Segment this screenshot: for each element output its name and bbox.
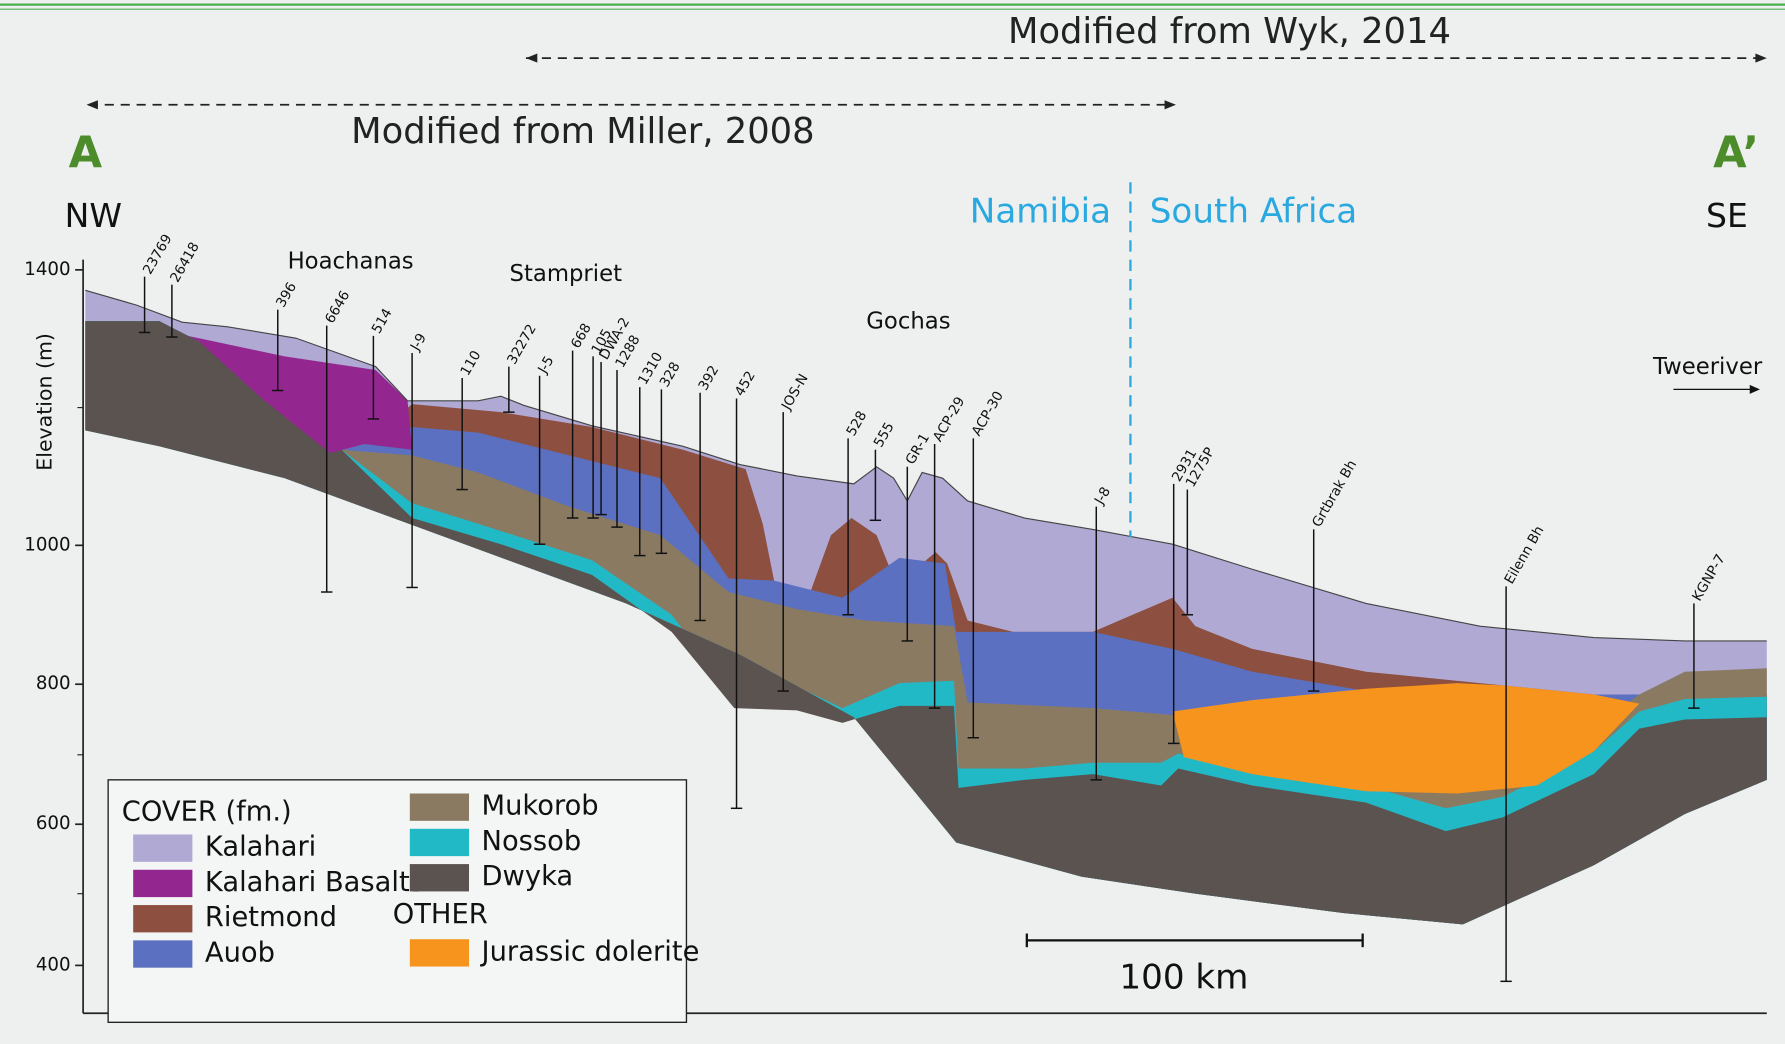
legend-label: Kalahari <box>205 832 316 863</box>
legend-label: Mukorob <box>482 791 599 822</box>
place-label: Stampriet <box>510 261 623 287</box>
legend-swatch <box>133 905 193 933</box>
tick-label: 600 <box>36 813 71 834</box>
country-left: Namibia <box>970 191 1111 231</box>
legend-label: Auob <box>205 938 275 969</box>
legend-swatch <box>409 864 470 892</box>
borehole-label: J-9 <box>407 331 430 355</box>
source-lower: Modified from Miller, 2008 <box>351 111 814 152</box>
country-right: South Africa <box>1150 191 1357 231</box>
legend-swatch <box>133 834 193 862</box>
legend-swatch <box>409 828 470 857</box>
layer-dolerite <box>1172 683 1640 794</box>
tick-label: 1400 <box>24 259 70 280</box>
legend-label: Nossob <box>482 826 582 857</box>
legend-box <box>107 779 688 1024</box>
place-label: Hoachanas <box>288 248 414 274</box>
place-label: Tweeriver <box>1652 354 1763 380</box>
arrow-head <box>1755 53 1767 63</box>
legend-swatch <box>409 939 470 967</box>
borehole-label: J-5 <box>534 353 557 377</box>
arrow-head <box>1749 384 1760 394</box>
scale-label: 100 km <box>1119 958 1248 998</box>
legend-title: OTHER <box>393 899 488 930</box>
tick-label: 1000 <box>24 534 70 555</box>
place-label: Gochas <box>866 309 950 335</box>
legend-label: Jurassic dolerite <box>480 936 700 967</box>
surface-line <box>85 289 1767 642</box>
legend-title: COVER (fm.) <box>122 796 292 827</box>
layers <box>85 289 1767 925</box>
arrow-head <box>525 53 538 63</box>
legend-label: Kalahari Basalts <box>205 867 424 898</box>
ticks: 1400 1000 800 600 400 <box>24 259 84 975</box>
borehole-label: J-8 <box>1091 484 1114 508</box>
legend-label: Dwyka <box>482 861 574 892</box>
section-end: A’ <box>1713 129 1759 179</box>
legend-swatch <box>133 869 193 898</box>
layer-basalt <box>187 335 413 454</box>
tick-label: 400 <box>36 954 71 975</box>
tick-label: 800 <box>36 673 71 694</box>
layer-dwyka <box>85 321 1767 925</box>
source-upper: Modified from Wyk, 2014 <box>1008 11 1451 52</box>
arrow-head <box>86 100 98 110</box>
legend-swatch <box>133 940 193 968</box>
legend-swatch <box>409 793 470 821</box>
legend-label: Rietmond <box>205 902 337 933</box>
axis-label: Elevation (m) <box>33 333 57 471</box>
direction-right: SE <box>1706 196 1748 235</box>
arrow-head <box>1164 100 1176 110</box>
legend: Kalahari Kalahari Basalts Rietmond Auob Muko… <box>133 791 699 969</box>
section-start: A <box>69 129 103 179</box>
direction-left: NW <box>65 196 122 235</box>
